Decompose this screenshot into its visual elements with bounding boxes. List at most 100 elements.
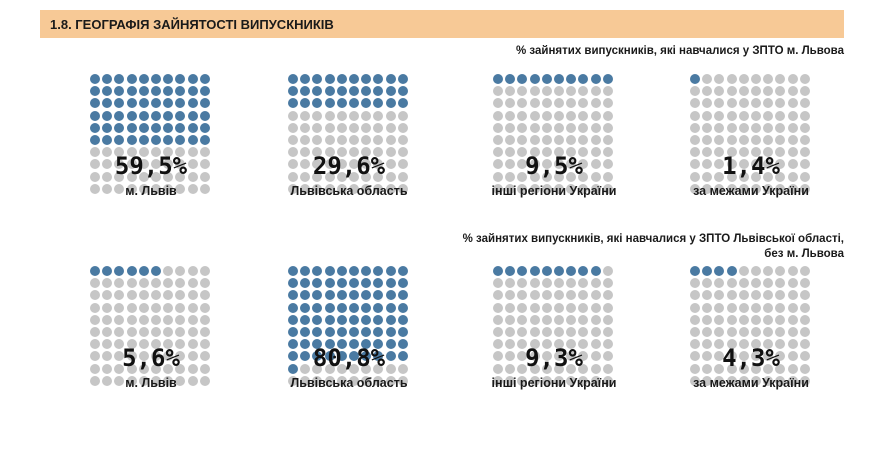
filled-dot [336, 302, 347, 313]
filled-dot [397, 339, 408, 350]
filled-dot [397, 266, 408, 276]
empty-dot [602, 339, 613, 350]
empty-dot [288, 183, 298, 194]
empty-dot [738, 110, 749, 121]
empty-dot [300, 183, 311, 194]
filled-dot [288, 327, 298, 337]
empty-dot [775, 74, 786, 84]
empty-dot [187, 278, 198, 289]
empty-dot [138, 278, 149, 289]
empty-dot [554, 314, 564, 325]
empty-dot [541, 327, 552, 337]
empty-dot [775, 314, 786, 325]
empty-dot [151, 363, 161, 374]
empty-dot [505, 171, 516, 182]
empty-dot [775, 171, 786, 182]
percent-lviv-city: 5,6% [122, 344, 180, 372]
empty-dot [361, 183, 372, 194]
dot-grid-other-regions [493, 74, 693, 274]
empty-dot [529, 171, 540, 182]
filled-dot [566, 266, 577, 276]
filled-dot [288, 363, 298, 374]
empty-dot [738, 290, 749, 301]
empty-dot [775, 266, 786, 276]
empty-dot [199, 351, 210, 362]
empty-dot [187, 314, 198, 325]
empty-dot [312, 159, 323, 170]
empty-dot [738, 147, 749, 158]
empty-dot [726, 122, 737, 133]
empty-dot [151, 302, 161, 313]
filled-dot [373, 302, 384, 313]
filled-dot [373, 278, 384, 289]
filled-dot [361, 266, 372, 276]
filled-dot [90, 74, 100, 84]
empty-dot [690, 278, 700, 289]
empty-dot [541, 86, 552, 97]
empty-dot [702, 278, 713, 289]
empty-dot [578, 339, 589, 350]
empty-dot [726, 110, 737, 121]
filled-dot [114, 74, 125, 84]
empty-dot [751, 98, 761, 109]
empty-dot [541, 147, 552, 158]
empty-dot [175, 159, 186, 170]
filled-dot [90, 122, 100, 133]
filled-dot [324, 266, 335, 276]
empty-dot [163, 314, 174, 325]
filled-dot [541, 266, 552, 276]
filled-dot [300, 327, 311, 337]
empty-dot [114, 278, 125, 289]
empty-dot [138, 314, 149, 325]
empty-dot [126, 159, 137, 170]
empty-dot [493, 290, 503, 301]
empty-dot [702, 314, 713, 325]
empty-dot [714, 135, 725, 145]
empty-dot [397, 363, 408, 374]
empty-dot [541, 278, 552, 289]
empty-dot [714, 183, 725, 194]
empty-dot [505, 314, 516, 325]
filled-dot [324, 74, 335, 84]
empty-dot [175, 351, 186, 362]
filled-dot [397, 86, 408, 97]
empty-dot [114, 171, 125, 182]
label-lviv-oblast: Львівська область [290, 184, 408, 198]
empty-dot [763, 351, 774, 362]
empty-dot [787, 159, 798, 170]
empty-dot [517, 86, 528, 97]
empty-dot [590, 278, 601, 289]
empty-dot [312, 110, 323, 121]
filled-dot [590, 74, 601, 84]
empty-dot [151, 375, 161, 386]
filled-dot [385, 314, 396, 325]
empty-dot [726, 86, 737, 97]
empty-dot [102, 351, 113, 362]
empty-dot [775, 135, 786, 145]
filled-dot [300, 351, 311, 362]
empty-dot [300, 375, 311, 386]
empty-dot [90, 278, 100, 289]
empty-dot [397, 122, 408, 133]
dot-grid-lviv-city [90, 74, 290, 274]
empty-dot [90, 159, 100, 170]
filled-dot [288, 266, 298, 276]
empty-dot [517, 290, 528, 301]
filled-dot [385, 327, 396, 337]
filled-dot [397, 327, 408, 337]
empty-dot [114, 290, 125, 301]
empty-dot [751, 147, 761, 158]
empty-dot [288, 159, 298, 170]
empty-dot [799, 183, 810, 194]
empty-dot [566, 86, 577, 97]
empty-dot [590, 375, 601, 386]
empty-dot [775, 351, 786, 362]
filled-dot [151, 266, 161, 276]
empty-dot [799, 363, 810, 374]
filled-dot [690, 266, 700, 276]
filled-dot [361, 86, 372, 97]
filled-dot [336, 290, 347, 301]
empty-dot [602, 290, 613, 301]
empty-dot [114, 159, 125, 170]
empty-dot [726, 171, 737, 182]
